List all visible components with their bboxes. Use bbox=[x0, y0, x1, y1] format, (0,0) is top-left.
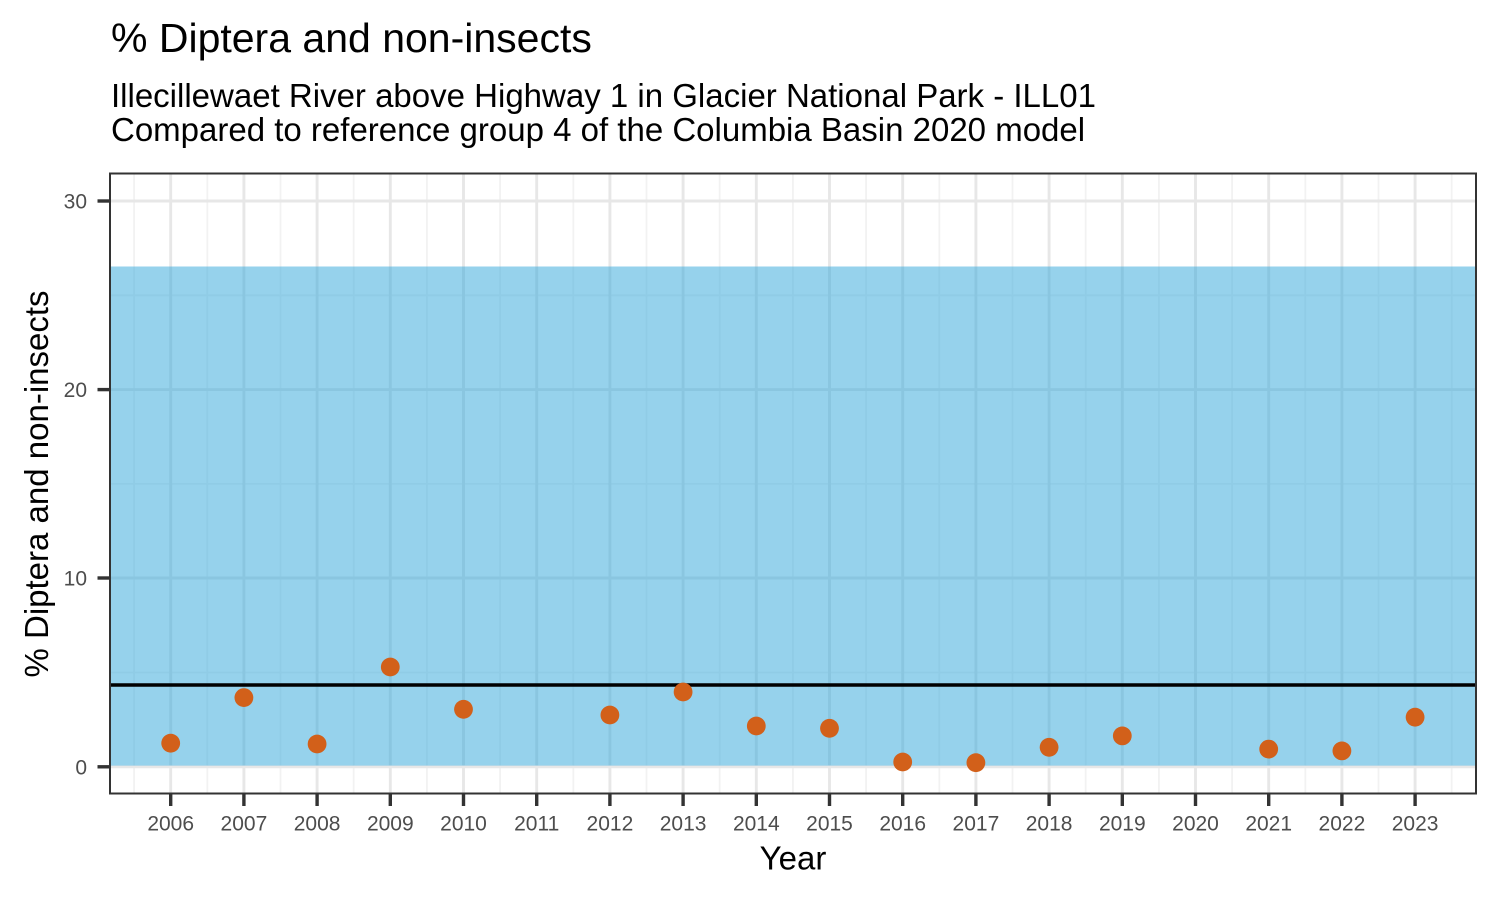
svg-text:2006: 2006 bbox=[147, 813, 194, 836]
svg-text:0: 0 bbox=[75, 756, 87, 779]
svg-text:2013: 2013 bbox=[660, 813, 707, 836]
svg-text:2022: 2022 bbox=[1319, 813, 1366, 836]
svg-text:Compared to reference group 4: Compared to reference group 4 of the Col… bbox=[111, 111, 1085, 148]
svg-text:2016: 2016 bbox=[879, 813, 926, 836]
svg-text:2021: 2021 bbox=[1245, 813, 1292, 836]
svg-text:2018: 2018 bbox=[1026, 813, 1073, 836]
svg-text:2009: 2009 bbox=[367, 813, 414, 836]
svg-text:2014: 2014 bbox=[733, 813, 780, 836]
svg-text:% Diptera and non-insects: % Diptera and non-insects bbox=[18, 290, 55, 677]
svg-text:2020: 2020 bbox=[1172, 813, 1219, 836]
svg-text:10: 10 bbox=[64, 568, 87, 591]
svg-text:2010: 2010 bbox=[440, 813, 487, 836]
svg-text:20: 20 bbox=[64, 379, 87, 402]
svg-text:2011: 2011 bbox=[514, 813, 559, 836]
svg-text:2015: 2015 bbox=[806, 813, 853, 836]
svg-text:2017: 2017 bbox=[953, 813, 1000, 836]
svg-text:30: 30 bbox=[64, 191, 87, 214]
svg-text:2012: 2012 bbox=[587, 813, 634, 836]
svg-text:Year: Year bbox=[760, 839, 827, 876]
svg-text:2007: 2007 bbox=[221, 813, 268, 836]
svg-text:2019: 2019 bbox=[1099, 813, 1146, 836]
svg-text:2008: 2008 bbox=[294, 813, 341, 836]
svg-text:% Diptera and non-insects: % Diptera and non-insects bbox=[111, 15, 592, 61]
svg-text:2023: 2023 bbox=[1392, 813, 1439, 836]
svg-text:Illecillewaet River above High: Illecillewaet River above Highway 1 in G… bbox=[111, 77, 1096, 114]
